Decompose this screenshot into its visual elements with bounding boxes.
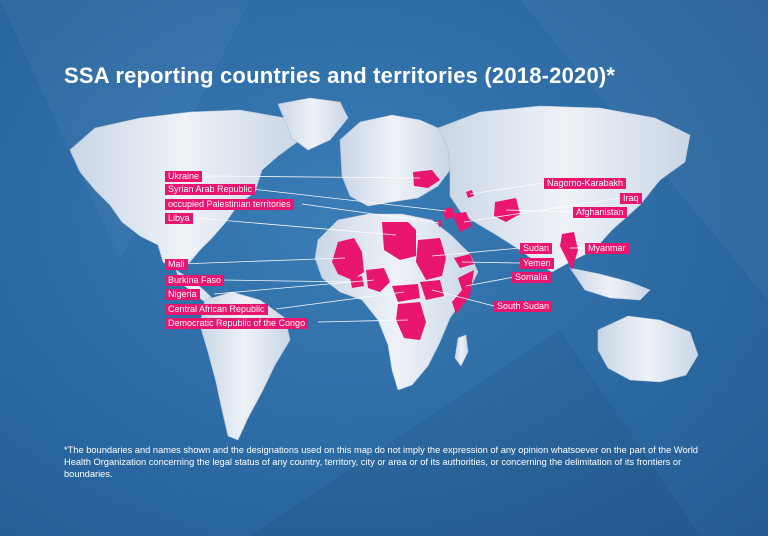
label-ukraine: Ukraine <box>165 171 203 182</box>
europe-shape <box>339 114 451 207</box>
leader-line-car <box>275 291 405 310</box>
nigeria-region <box>366 268 390 292</box>
syria-region <box>442 207 456 220</box>
greenland-shape <box>277 97 349 151</box>
leader-line-burkina-faso <box>221 279 355 283</box>
leader-line-nagorno <box>469 182 545 195</box>
label-somalia: Somalia <box>512 272 551 283</box>
somalia-region <box>452 270 474 314</box>
leader-line-palestine <box>301 203 440 224</box>
palestine-region <box>438 220 442 227</box>
leader-line-libya <box>195 217 397 236</box>
central-african-republic-region <box>392 284 420 302</box>
leader-line-ukraine <box>205 175 421 179</box>
label-iraq: Iraq <box>620 193 642 204</box>
leader-line-sudan <box>431 247 521 257</box>
label-myanmar: Myanmar <box>585 243 629 254</box>
label-occupied-palestinian-territories: occupied Palestinian territories <box>165 199 294 210</box>
label-nigeria: Nigeria <box>165 289 200 300</box>
leader-line-iraq <box>463 197 621 223</box>
myanmar-region <box>560 232 578 270</box>
leader-line-south-sudan <box>431 289 495 307</box>
leader-lines <box>179 175 621 323</box>
sudan-region <box>416 238 446 280</box>
yemen-region <box>454 254 474 268</box>
leader-line-somalia <box>465 276 515 287</box>
southeast-asia-shape <box>569 267 651 301</box>
leader-line-mali <box>179 257 346 265</box>
madagascar-shape <box>454 334 469 367</box>
label-mali: Mali <box>165 259 188 270</box>
map-title: SSA reporting countries and territories … <box>64 63 616 88</box>
label-south-sudan: South Sudan <box>494 301 553 312</box>
burkina-faso-region <box>350 276 364 288</box>
background-facet <box>250 330 700 536</box>
label-central-african-republic: Central African Republic <box>165 304 268 315</box>
label-democratic-republic-of-the-congo: Democratic Republic of the Congo <box>165 318 309 329</box>
drc-region <box>396 302 426 340</box>
label-sudan: Sudan <box>520 243 553 254</box>
mali-region <box>332 238 364 280</box>
label-nagorno-karabakh: Nagorno-Karabakh <box>544 178 627 189</box>
leader-line-drc <box>317 319 409 323</box>
asia-shape <box>437 105 691 273</box>
label-syrian-arab-republic: Syrian Arab Republic <box>165 184 256 195</box>
libya-region <box>382 222 416 260</box>
label-libya: Libya <box>165 213 193 224</box>
disclaimer-footnote: *The boundaries and names shown and the … <box>64 445 698 480</box>
ukraine-region <box>413 170 440 188</box>
leader-line-afghanistan <box>505 209 575 213</box>
label-afghanistan: Afghanistan <box>573 207 627 218</box>
label-burkina-faso: Burkina Faso <box>165 275 225 286</box>
label-yemen: Yemen <box>520 258 554 269</box>
australia-shape <box>597 315 699 383</box>
leader-line-yemen <box>461 261 521 264</box>
iraq-region <box>452 212 472 232</box>
south-america-shape <box>199 291 291 441</box>
leader-line-nigeria <box>213 279 375 295</box>
leader-line-syria <box>251 188 447 212</box>
